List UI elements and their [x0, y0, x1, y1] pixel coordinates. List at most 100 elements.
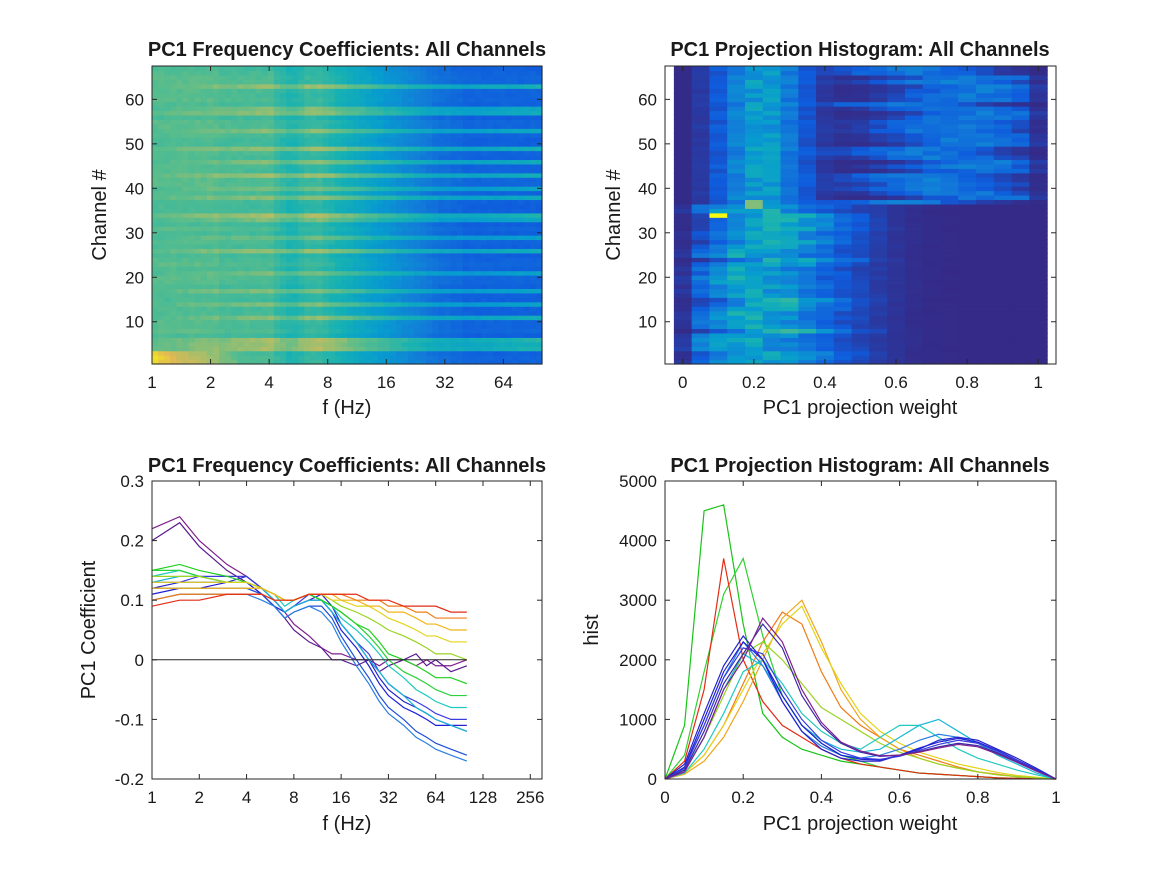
freq-heatmap-cell — [426, 186, 433, 192]
freq-heatmap-cell — [432, 101, 439, 107]
freq-heatmap-cell — [279, 279, 287, 285]
freq-heatmap-cell — [481, 359, 488, 365]
freq-heatmap-cell — [182, 123, 190, 129]
freq-heatmap-cell — [487, 346, 494, 352]
freq-heatmap-cell — [194, 341, 202, 347]
freq-heatmap-cell — [188, 283, 196, 289]
freq-heatmap-cell — [383, 270, 391, 276]
freq-heatmap-cell — [200, 83, 208, 89]
freq-heatmap-cell — [414, 203, 421, 209]
freq-heatmap-cell — [353, 341, 360, 347]
freq-heatmap-cell — [511, 199, 519, 205]
freq-heatmap-cell — [523, 292, 531, 298]
freq-heatmap-cell — [487, 248, 494, 254]
freq-heatmap-cell — [487, 275, 494, 281]
freq-heatmap-cell — [426, 66, 433, 72]
freq-heatmap-cell — [267, 159, 275, 165]
freq-heatmap-cell — [194, 243, 202, 249]
freq-heatmap-cell — [310, 92, 318, 98]
hist-heatmap-cell — [691, 279, 711, 285]
hist-heatmap-cell — [851, 221, 870, 227]
freq-heatmap-cell — [225, 221, 232, 227]
freq-heatmap-cell — [499, 208, 507, 214]
hist-heatmap-cell — [1029, 355, 1048, 361]
freq-heatmap-cell — [481, 132, 488, 138]
freq-heatmap-cell — [194, 146, 202, 152]
freq-heatmap-cell — [243, 297, 251, 303]
freq-heatmap-cell — [481, 270, 488, 276]
freq-heatmap-cell — [407, 119, 415, 125]
freq-heatmap-cell — [420, 163, 427, 169]
freq-heatmap-cell — [511, 221, 519, 227]
freq-heatmap-cell — [286, 323, 293, 330]
freq-heatmap-cell — [426, 199, 433, 205]
freq-heatmap-xtick-label: 16 — [377, 373, 396, 392]
freq-heatmap-cell — [304, 106, 312, 112]
freq-heatmap-cell — [310, 172, 318, 178]
freq-heatmap-cell — [535, 177, 543, 183]
hist-heatmap-cell — [798, 226, 817, 232]
hist-heatmap-cell — [780, 341, 799, 347]
freq-heatmap-cell — [261, 226, 269, 232]
freq-heatmap-cell — [316, 252, 324, 258]
freq-heatmap-cell — [499, 203, 507, 209]
freq-heatmap-cell — [401, 341, 409, 347]
freq-heatmap-cell — [365, 315, 372, 321]
hist-heatmap-cell — [780, 235, 799, 241]
freq-heatmap-cell — [359, 168, 366, 174]
hist-heatmap-cell — [940, 243, 959, 249]
freq-heatmap-cell — [200, 346, 208, 352]
freq-heatmap-cell — [493, 159, 500, 165]
freq-heatmap-cell — [328, 137, 336, 143]
freq-heatmap-cell — [468, 297, 476, 303]
freq-heatmap-cell — [152, 137, 159, 143]
hist-heatmap-cell — [958, 283, 977, 289]
freq-heatmap-cell — [304, 92, 312, 98]
freq-heatmap-cell — [432, 297, 439, 303]
freq-heatmap-cell — [298, 92, 305, 98]
freq-heatmap-cell — [176, 248, 184, 254]
freq-heatmap-cell — [353, 208, 360, 214]
freq-heatmap-cell — [152, 359, 159, 365]
freq-heatmap-cell — [487, 283, 494, 289]
freq-heatmap-cell — [176, 292, 184, 298]
freq-heatmap-cell — [219, 150, 226, 156]
freq-heatmap-cell — [225, 217, 232, 223]
freq-heatmap-cell — [420, 332, 427, 338]
freq-heatmap-cell — [426, 248, 433, 254]
hist-heatmap-cell — [709, 332, 728, 338]
freq-heatmap-cell — [353, 337, 360, 343]
freq-heatmap-cell — [334, 181, 342, 187]
freq-heatmap-cell — [432, 146, 439, 152]
freq-heatmap-cell — [182, 74, 190, 80]
freq-heatmap-cell — [316, 199, 324, 205]
freq-heatmap-cell — [219, 328, 226, 334]
freq-heatmap-cell — [444, 297, 452, 303]
freq-heatmap-cell — [225, 359, 232, 365]
freq-heatmap-cell — [237, 306, 244, 312]
freq-heatmap-cell — [493, 346, 500, 352]
freq-heatmap-cell — [420, 212, 427, 218]
freq-heatmap-cell — [383, 208, 391, 214]
freq-heatmap-cell — [438, 350, 446, 356]
freq-heatmap-cell — [279, 310, 287, 316]
freq-heatmap-cell — [310, 106, 318, 112]
freq-heatmap-cell — [414, 323, 421, 330]
freq-heatmap-cell — [499, 114, 507, 120]
freq-heatmap-cell — [170, 114, 177, 120]
freq-heatmap-cell — [225, 235, 232, 241]
freq-heatmap-cell — [444, 203, 452, 209]
freq-heatmap-cell — [298, 226, 305, 232]
hist-heatmap-cell — [727, 306, 746, 312]
freq-heatmap-cell — [298, 177, 305, 183]
freq-heatmap-cell — [505, 235, 513, 241]
freq-heatmap-cell — [158, 199, 165, 205]
freq-heatmap-cell — [328, 114, 336, 120]
freq-heatmap-cell — [359, 261, 366, 267]
freq-heatmap-cell — [267, 332, 275, 338]
freq-heatmap-cell — [493, 88, 500, 94]
hist-heatmap-cell — [958, 226, 977, 232]
freq-heatmap-cell — [212, 350, 220, 356]
freq-heatmap-cell — [255, 226, 263, 232]
freq-heatmap-cell — [493, 315, 500, 321]
